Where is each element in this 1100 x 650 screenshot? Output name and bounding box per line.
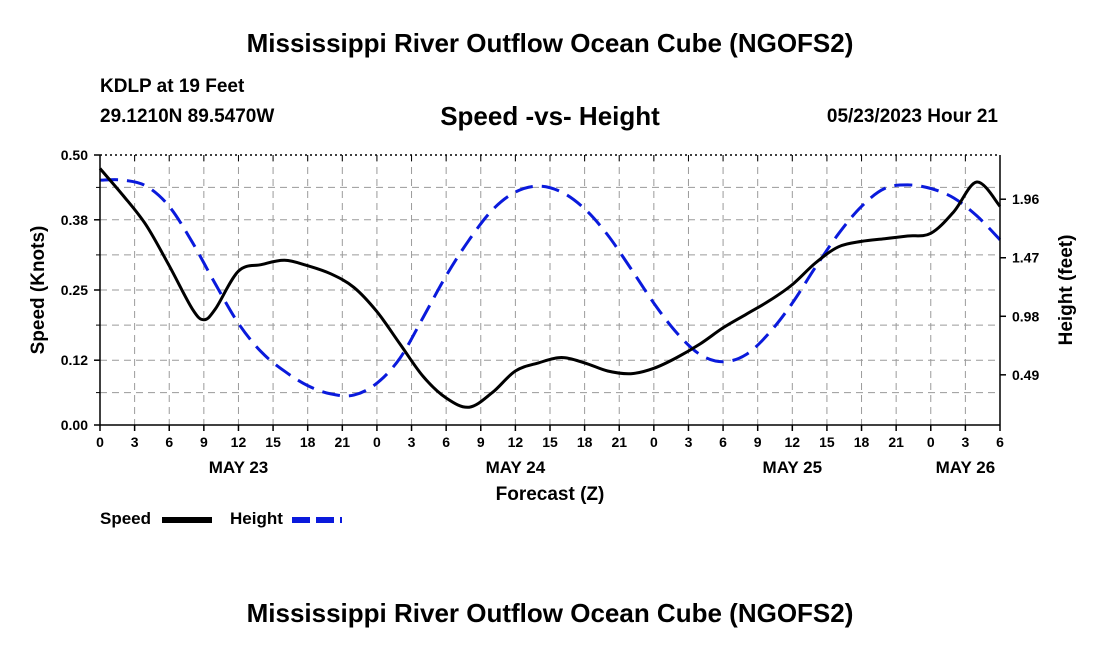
grid [100,155,1000,425]
x-tick-label: 21 [888,434,904,450]
axis-labels: 0 3 6 9 12 15 18 21 0 3 6 9 12 15 18 21 0 3 6 9 12 15 18 21 0 3 6M… [28,147,1077,505]
speed-series-line [98,167,1002,409]
chart-subtitle: Speed -vs- Height [440,101,660,131]
date-label: MAY 24 [486,458,546,477]
y-tick-label: 0.50 [61,147,88,163]
y2-tick-label: 1.47 [1012,250,1039,266]
date-label: MAY 23 [209,458,269,477]
x-tick-label: 6 [442,434,450,450]
y2-axis-title: Height (feet) [1056,235,1077,346]
y-tick-label: 0.00 [61,417,88,433]
x-tick-label: 12 [785,434,801,450]
x-tick-label: 12 [231,434,247,450]
x-tick-label: 18 [577,434,593,450]
x-tick-label: 9 [200,434,208,450]
main-title: Mississippi River Outflow Ocean Cube (NG… [246,28,854,58]
forecast-timestamp: 05/23/2023 Hour 21 [826,106,998,127]
x-tick-label: 0 [650,434,658,450]
x-tick-label: 3 [131,434,139,450]
x-tick-label: 15 [819,434,835,450]
axes [94,154,1006,431]
x-axis-title: Forecast (Z) [496,484,605,505]
station-coordinates: 29.1210N 89.5470W [100,106,275,127]
date-label: MAY 26 [936,458,996,477]
x-tick-label: 6 [996,434,1004,450]
y-axis-title: Speed (Knots) [28,226,49,355]
x-tick-label: 18 [300,434,316,450]
x-tick-label: 15 [265,434,281,450]
x-tick-label: 18 [854,434,870,450]
x-tick-label: 21 [611,434,627,450]
x-tick-label: 0 [927,434,935,450]
x-tick-label: 3 [685,434,693,450]
station-label: KDLP at 19 Feet [100,76,245,97]
x-tick-label: 3 [408,434,416,450]
x-tick-label: 21 [335,434,351,450]
height-series-line [99,178,1002,398]
x-tick-label: 9 [477,434,485,450]
y2-tick-label: 0.98 [1012,308,1039,324]
x-tick-label: 9 [754,434,762,450]
x-tick-label: 6 [165,434,173,450]
x-tick-label: 0 [96,434,104,450]
y2-tick-label: 1.96 [1012,191,1039,207]
footer-title: Mississippi River Outflow Ocean Cube (NG… [246,598,854,628]
legend-speed-label: Speed [100,509,152,528]
x-tick-label: 0 [373,434,381,450]
y2-tick-label: 0.49 [1012,367,1039,383]
x-tick-label: 15 [542,434,558,450]
x-tick-label: 12 [508,434,524,450]
date-label: MAY 25 [763,458,823,477]
y-tick-label: 0.38 [61,212,88,228]
x-tick-label: 3 [961,434,969,450]
y-tick-label: 0.12 [61,352,88,368]
legend-height-label: Height [230,509,283,528]
series-layer [98,167,1002,409]
y-tick-label: 0.25 [61,282,88,298]
x-tick-label: 6 [719,434,727,450]
